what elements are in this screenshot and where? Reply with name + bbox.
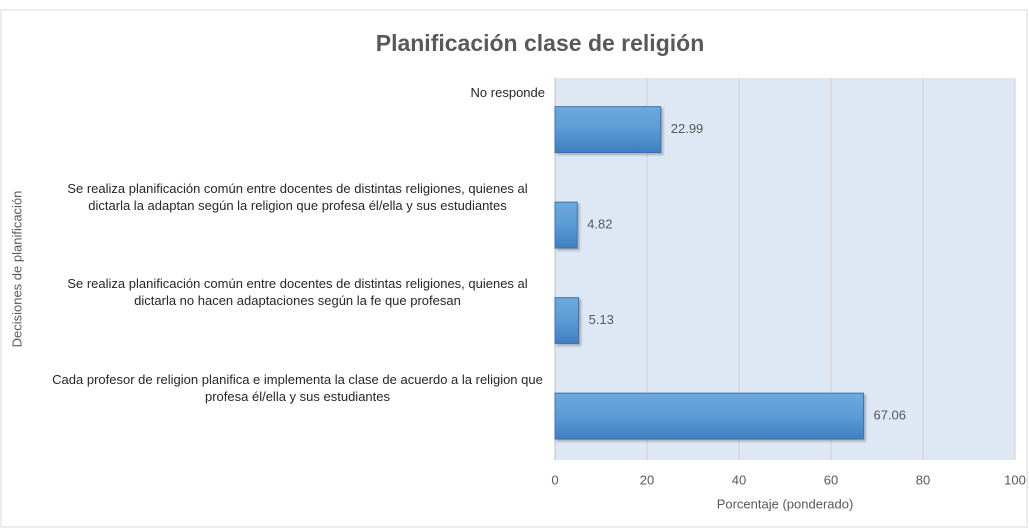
x-tick-label: 20	[640, 472, 654, 487]
y-tick-label-box: Se realiza planificación común entre doc…	[45, 180, 545, 214]
bar	[554, 201, 578, 249]
x-tick-label: 100	[1004, 472, 1026, 487]
chart-title: Planificación clase de religión	[376, 30, 705, 56]
x-tick-label: 60	[824, 472, 838, 487]
x-tick-label: 0	[551, 472, 558, 487]
y-tick-label-box: Se realiza planificación común entre doc…	[45, 275, 545, 309]
x-tick-label: 40	[732, 472, 746, 487]
y-tick-label-box: No responde	[45, 84, 545, 101]
x-tick-label: 80	[916, 472, 930, 487]
y-tick-label-box: Cada profesor de religion planifica e im…	[45, 371, 545, 405]
bar	[554, 297, 580, 344]
y-tick-label: Cada profesor de religion planifica e im…	[52, 371, 543, 404]
y-tick-label: No responde	[470, 85, 545, 100]
chart-border	[0, 9, 1028, 528]
value-label: 5.13	[589, 312, 614, 327]
y-axis-title: Decisiones de planificación	[9, 191, 24, 348]
y-tick-label: Se realiza planificación común entre doc…	[67, 276, 528, 308]
bar	[554, 392, 864, 440]
value-label: 4.82	[587, 217, 612, 232]
value-label: 67.06	[873, 408, 906, 423]
x-axis-title: Porcentaje (ponderado)	[717, 496, 854, 511]
y-tick-label: Se realiza planificación común entre doc…	[67, 180, 528, 213]
bar	[554, 106, 662, 153]
value-label: 22.99	[671, 121, 704, 136]
